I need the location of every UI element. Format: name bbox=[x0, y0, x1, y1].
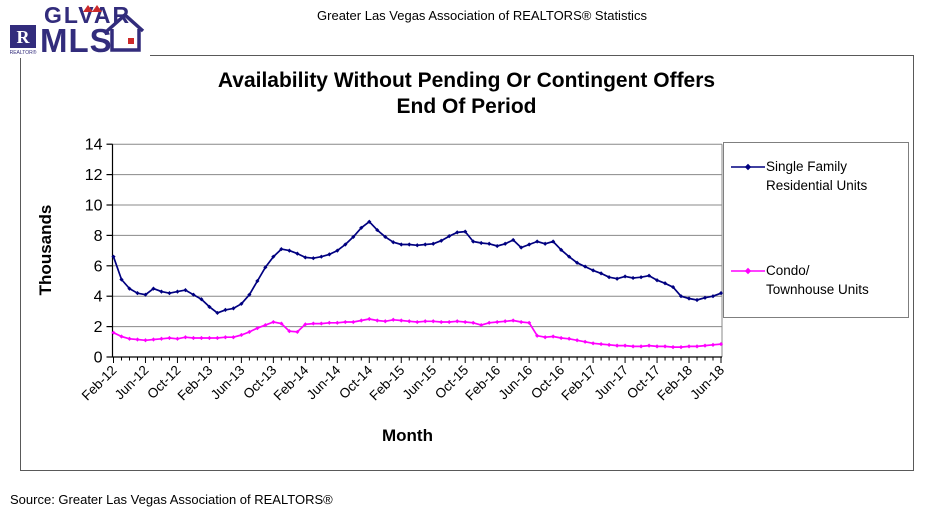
legend-label-condo: Condo/ Townhouse Units bbox=[766, 263, 869, 297]
chart-title-line1: Availability Without Pending Or Continge… bbox=[217, 69, 716, 92]
glvar-mls-logo: R REALTOR® GLVAR MLS bbox=[8, 0, 150, 59]
source-text: Source: Greater Las Vegas Association of… bbox=[10, 492, 333, 507]
x-tick-label: Feb-12 bbox=[79, 363, 120, 404]
legend-entry-condo: Condo/ Townhouse Units bbox=[730, 261, 869, 299]
x-tick-label: Feb-17 bbox=[558, 363, 599, 404]
series-markers-condo bbox=[111, 316, 724, 350]
x-axis-label: Month bbox=[382, 426, 433, 445]
y-tick-label: 2 bbox=[94, 319, 103, 336]
x-tick-label: Feb-16 bbox=[462, 363, 503, 404]
y-tick-label: 14 bbox=[85, 137, 103, 154]
legend-entry-single-family: Single Family Residential Units bbox=[730, 157, 867, 195]
y-axis-label: Thousands bbox=[36, 204, 55, 296]
x-tick-label: Jun-12 bbox=[112, 363, 152, 403]
x-tick-label: Feb-14 bbox=[271, 362, 312, 403]
y-tick-label: 6 bbox=[94, 258, 103, 275]
x-tick-label: Jun-13 bbox=[208, 363, 248, 403]
chart-title: Availability Without Pending Or Continge… bbox=[20, 68, 913, 120]
glvar-mls-logo-svg: R REALTOR® GLVAR MLS bbox=[10, 2, 145, 59]
y-tick-label: 8 bbox=[94, 228, 103, 245]
y-tick-label: 0 bbox=[94, 350, 103, 367]
x-tick-label: Jun-16 bbox=[495, 363, 535, 403]
legend-line-sample-single-family bbox=[731, 163, 765, 171]
header-title: Greater Las Vegas Association of REALTOR… bbox=[317, 8, 647, 23]
y-tick-label: 4 bbox=[94, 289, 103, 306]
y-tick-label: 10 bbox=[85, 198, 103, 215]
y-tick-label: 12 bbox=[85, 167, 103, 184]
x-tick-label: Jun-17 bbox=[591, 363, 631, 403]
legend-line-sample-condo bbox=[731, 267, 765, 275]
x-tick-label: Jun-15 bbox=[400, 363, 440, 403]
x-tick-label: Jun-14 bbox=[304, 362, 344, 402]
x-tick-label: Feb-15 bbox=[367, 363, 408, 404]
realtor-small-text: REALTOR® bbox=[10, 49, 37, 56]
legend-label-single-family: Single Family Residential Units bbox=[766, 159, 868, 193]
house-icon bbox=[105, 12, 145, 52]
x-tick-label: Feb-18 bbox=[654, 363, 695, 404]
realtor-r-icon: R REALTOR® bbox=[10, 25, 37, 56]
x-tick-label: Jun-18 bbox=[687, 363, 727, 403]
chart-title-line2: End Of Period bbox=[396, 95, 537, 118]
x-tick-label: Feb-13 bbox=[175, 363, 216, 404]
roof-awning-icon bbox=[83, 5, 102, 12]
legend: Single Family Residential Units Condo/ T… bbox=[723, 142, 909, 318]
svg-text:R: R bbox=[17, 27, 31, 47]
logo-mls-text: MLS bbox=[40, 22, 113, 58]
